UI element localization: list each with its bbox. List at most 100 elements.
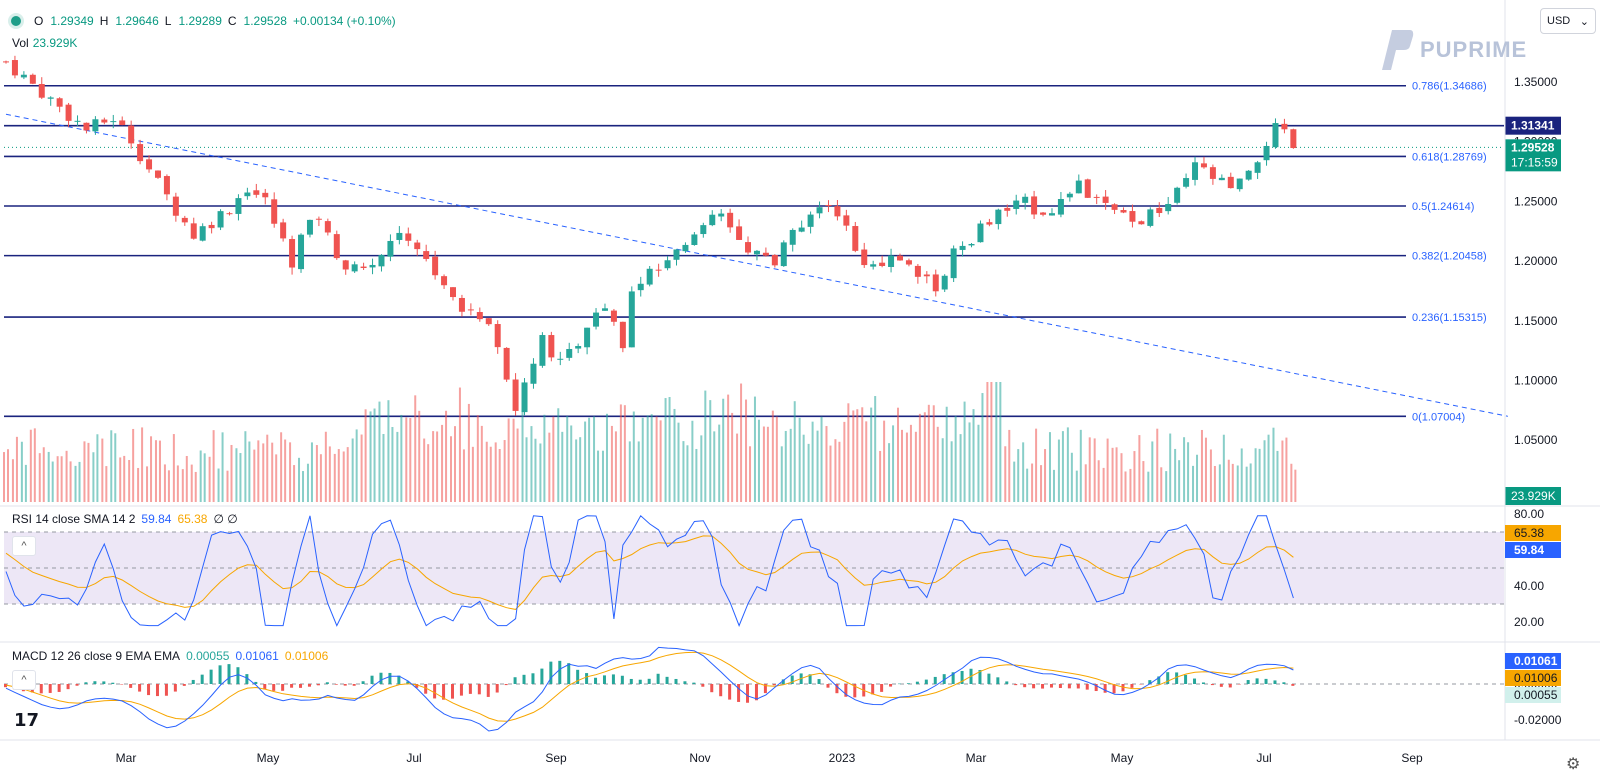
volume-bar: [382, 433, 385, 502]
candle-body: [1263, 145, 1270, 161]
volume-bar: [498, 449, 501, 502]
currency-select[interactable]: USD ⌄: [1540, 8, 1596, 34]
macd-hist-bar: [790, 675, 794, 684]
volume-bar: [60, 456, 63, 502]
candle-body: [306, 219, 313, 235]
volume-bar: [262, 443, 265, 502]
macd-hist-bar: [853, 684, 857, 698]
volume-bar: [485, 441, 488, 502]
volume-bar: [677, 422, 680, 502]
candle-body: [137, 144, 144, 162]
volume-bar: [441, 424, 444, 502]
chevron-down-icon: ⌄: [1579, 15, 1589, 28]
macd-hist-bar: [84, 682, 88, 684]
volume-bar: [56, 456, 59, 502]
macd-hist-bar: [299, 684, 303, 688]
candle-body: [289, 239, 296, 268]
candle-body: [1013, 200, 1020, 209]
volume-bar: [190, 464, 193, 502]
volume-bar: [217, 468, 220, 502]
candle-body: [342, 260, 349, 270]
candle-body: [780, 242, 787, 267]
macd-tag: [1505, 687, 1561, 703]
volume-bar: [650, 414, 653, 502]
rsi-sma-tag: [1505, 525, 1561, 541]
volume-bar: [1290, 463, 1293, 502]
countdown-label: 17:15:59: [1511, 155, 1558, 169]
volume-bar: [605, 413, 608, 502]
macd-hist-bar: [1246, 680, 1250, 684]
volume-bar: [1111, 447, 1114, 502]
candle-body: [575, 346, 582, 349]
macd-label: MACD 12 26 close 9 EMA EMA: [12, 649, 181, 663]
macd-hist-bar: [209, 669, 213, 684]
volume-bar: [1084, 464, 1087, 502]
macd-hist-bar: [1219, 684, 1223, 687]
macd-hist-bar: [710, 684, 714, 693]
rsi-tick: 20.00: [1514, 615, 1544, 629]
time-label: 2023: [829, 751, 856, 765]
volume-bar: [427, 444, 430, 502]
macd-collapse-button[interactable]: ^: [12, 670, 36, 690]
volume-bar: [1285, 437, 1288, 502]
candle-body: [1183, 178, 1190, 187]
candle-body: [745, 242, 752, 253]
price-tick: 1.20000: [1514, 254, 1558, 268]
volume-bar: [280, 432, 283, 502]
candle-body: [1192, 162, 1199, 180]
volume-bar: [141, 427, 144, 502]
macd-hist-bar: [236, 667, 240, 684]
volume-bar: [990, 382, 993, 502]
macd-hist-bar: [540, 668, 544, 684]
macd-hist-bar: [728, 684, 732, 700]
volume-bar: [923, 412, 926, 502]
macd-hist-bar: [933, 676, 937, 684]
volume-bar: [593, 416, 596, 502]
candle-body: [1245, 170, 1252, 180]
volume-bar: [328, 446, 331, 502]
macd-hist-bar: [978, 669, 982, 684]
gear-icon[interactable]: ⚙: [1566, 756, 1581, 773]
fib-label-0.382: 0.382(1.20458): [1412, 251, 1487, 263]
candle-body: [101, 119, 108, 123]
candle-body: [1022, 196, 1029, 203]
candle-body: [798, 227, 805, 232]
candle-body: [20, 74, 27, 78]
volume-bar: [158, 440, 161, 502]
macd-hist-bar: [218, 665, 222, 684]
volume-bar: [977, 424, 980, 502]
volume-bar: [20, 441, 23, 502]
volume-bar: [74, 465, 77, 502]
volume-bar: [682, 441, 685, 502]
volume-bar: [275, 454, 278, 502]
candle-body: [1004, 207, 1011, 211]
macd-hist-bar: [647, 678, 651, 684]
rsi-extra: ∅ ∅: [213, 512, 238, 526]
tradingview-logo-icon[interactable]: 17: [14, 710, 40, 731]
macd-hist-bar: [772, 684, 776, 686]
volume-bar: [579, 437, 582, 502]
volume-bar: [1147, 471, 1150, 502]
macd-hist-bar: [1005, 681, 1009, 684]
candle-body: [825, 204, 832, 206]
candle-body: [485, 318, 492, 325]
candle-body: [494, 324, 501, 348]
volume-bar: [208, 456, 211, 502]
candle-body: [476, 312, 483, 320]
volume-bar: [780, 446, 783, 502]
volume-bar: [1160, 467, 1163, 502]
macd-hist-bar: [629, 678, 633, 684]
macd-hist-bar: [719, 684, 723, 697]
resistance-tag-label: 1.31341: [1511, 119, 1555, 133]
volume-bar: [641, 417, 644, 502]
candle-body: [128, 125, 135, 144]
candle-body: [190, 223, 197, 239]
volume-bar: [543, 414, 546, 502]
volume-bar: [575, 439, 578, 502]
volume-bar: [834, 439, 837, 502]
volume-bar: [1192, 465, 1195, 502]
rsi-collapse-button[interactable]: ^: [12, 536, 36, 556]
candle-body: [280, 222, 287, 239]
macd-hist-bar: [987, 673, 991, 684]
